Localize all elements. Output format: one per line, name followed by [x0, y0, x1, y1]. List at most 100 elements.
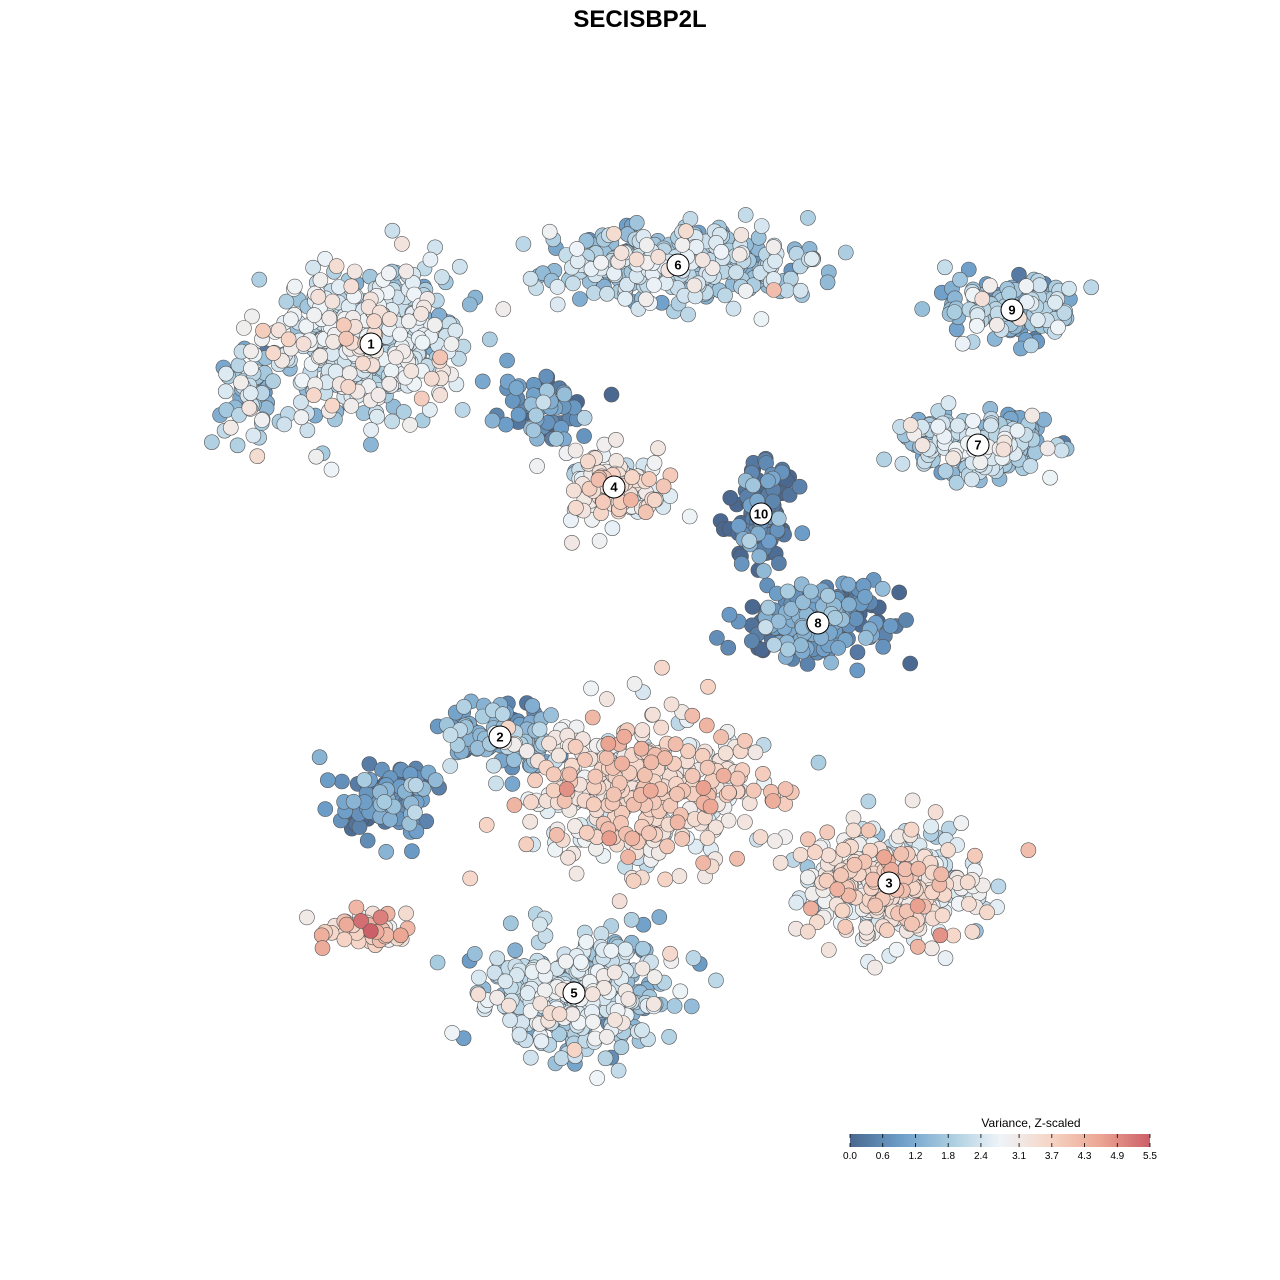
data-point — [803, 250, 820, 267]
data-point — [605, 786, 622, 803]
data-point — [792, 282, 809, 299]
data-point — [553, 1050, 570, 1066]
cluster-label-text: 6 — [674, 258, 681, 273]
data-point — [584, 986, 601, 1003]
data-point — [265, 373, 281, 390]
data-point — [633, 740, 650, 757]
data-point — [914, 301, 931, 317]
data-point — [462, 870, 479, 887]
data-point — [717, 745, 734, 762]
data-point — [384, 413, 400, 430]
data-point — [820, 847, 837, 864]
data-point — [278, 293, 295, 310]
data-point — [403, 363, 420, 379]
data-point — [894, 455, 911, 472]
data-point — [835, 841, 852, 858]
data-point — [772, 854, 789, 871]
legend-tick-label: 3.7 — [1045, 1151, 1059, 1162]
data-point — [634, 722, 651, 738]
data-point — [948, 474, 965, 491]
data-point — [964, 923, 981, 940]
data-point — [623, 911, 640, 928]
data-point — [474, 373, 491, 390]
data-point — [578, 934, 595, 950]
data-point — [567, 738, 584, 755]
data-point — [635, 940, 651, 957]
data-point — [819, 274, 836, 291]
data-point — [791, 478, 808, 495]
data-point — [972, 454, 989, 471]
data-point — [1030, 312, 1046, 328]
cluster-label-text: 9 — [1008, 303, 1015, 318]
data-point — [720, 812, 737, 829]
data-point — [659, 838, 676, 855]
data-point — [567, 818, 583, 834]
data-point — [236, 320, 252, 336]
data-point — [867, 897, 884, 914]
data-point — [867, 959, 883, 976]
data-point — [721, 606, 738, 623]
data-point — [456, 698, 472, 715]
data-point — [800, 831, 816, 848]
data-point — [308, 448, 325, 465]
data-point — [442, 758, 459, 774]
data-point — [662, 945, 678, 962]
data-point — [674, 237, 691, 253]
data-point — [565, 482, 582, 499]
data-point — [684, 707, 701, 724]
data-point — [434, 269, 450, 285]
data-point — [965, 413, 981, 429]
data-point — [753, 311, 770, 327]
data-point — [522, 1049, 539, 1066]
data-point — [531, 721, 548, 738]
data-point — [576, 428, 592, 444]
data-point — [961, 896, 977, 912]
data-point — [599, 691, 615, 707]
data-point — [654, 659, 670, 676]
data-point — [595, 494, 611, 510]
data-point — [567, 442, 584, 459]
data-point — [699, 759, 716, 776]
data-point — [713, 729, 729, 745]
data-point — [578, 824, 595, 841]
data-point — [481, 331, 498, 348]
legend-tick-label: 1.8 — [941, 1151, 955, 1162]
data-point — [545, 766, 562, 783]
data-point — [650, 249, 667, 265]
data-point — [461, 296, 478, 313]
data-point — [620, 849, 636, 865]
data-point — [312, 348, 329, 364]
cluster-label-5: 5 — [562, 981, 586, 1005]
data-point — [904, 792, 921, 809]
data-point — [413, 306, 430, 322]
data-point — [737, 283, 754, 299]
data-point — [518, 836, 535, 853]
data-point — [752, 829, 769, 845]
data-point — [599, 1029, 615, 1045]
data-point — [584, 709, 601, 726]
data-point — [510, 406, 527, 423]
data-point — [792, 847, 809, 863]
data-point — [244, 308, 260, 325]
data-point — [666, 998, 683, 1014]
data-point — [671, 868, 688, 884]
data-point — [803, 583, 819, 600]
data-point — [982, 277, 998, 294]
data-point — [335, 317, 352, 334]
data-point — [603, 386, 620, 403]
data-point — [407, 777, 424, 793]
data-point — [959, 874, 976, 891]
data-point — [733, 555, 750, 572]
data-point — [265, 345, 282, 362]
data-point — [589, 1070, 606, 1086]
data-point — [363, 422, 379, 438]
data-point — [325, 333, 342, 350]
data-point — [637, 767, 653, 783]
data-point — [1020, 842, 1037, 859]
data-point — [351, 819, 368, 835]
data-point — [765, 282, 782, 298]
data-point — [807, 844, 823, 860]
data-point — [737, 814, 753, 830]
data-point — [305, 387, 322, 404]
data-point — [684, 768, 701, 784]
